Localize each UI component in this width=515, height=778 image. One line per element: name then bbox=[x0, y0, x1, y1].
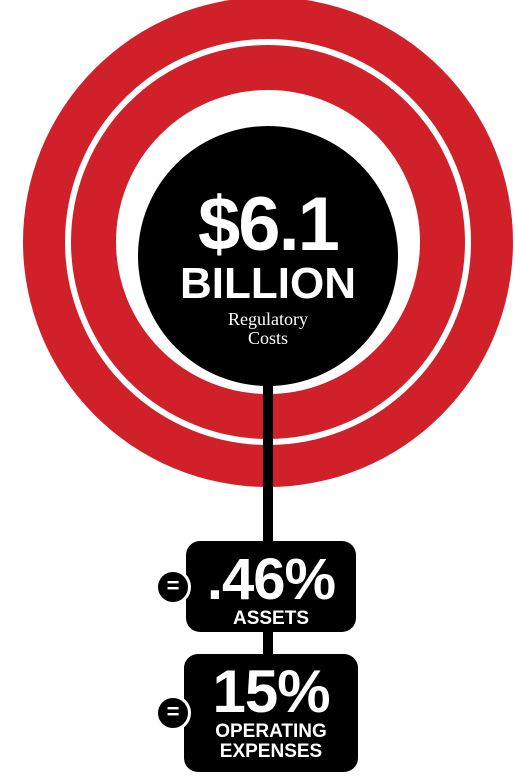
stat-assets-box: .46% ASSETS bbox=[186, 541, 356, 632]
headline-description: Regulatory Costs bbox=[228, 309, 308, 348]
stat-operating-expenses-box: 15% OPERATING EXPENSES bbox=[184, 654, 358, 772]
stat-assets-label: ASSETS bbox=[232, 608, 310, 629]
connector-line bbox=[263, 370, 273, 660]
stat-operating-expenses-value: 15% bbox=[212, 658, 330, 725]
center-black-disc bbox=[138, 126, 398, 386]
headline-block: $6.1 BILLION Regulatory Costs bbox=[168, 182, 368, 348]
headline-amount: $6.1 bbox=[198, 182, 340, 267]
equals-icon: = bbox=[155, 569, 191, 605]
headline-unit: BILLION bbox=[180, 259, 356, 308]
stat-operating-expenses-label: OPERATING EXPENSES bbox=[215, 721, 327, 762]
stat-assets-value: .46% bbox=[206, 547, 336, 612]
equals-icon: = bbox=[155, 695, 191, 731]
